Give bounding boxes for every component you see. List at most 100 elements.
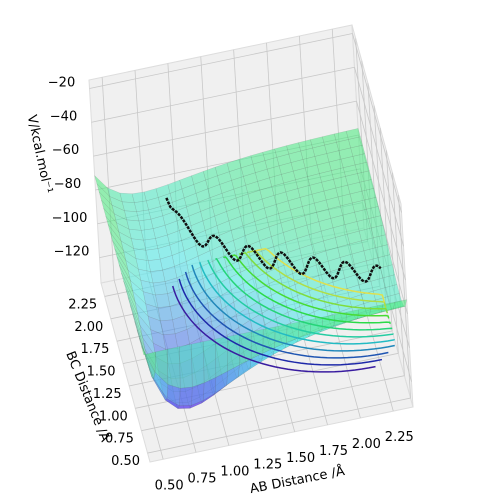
z-tick-label: −100 [52, 211, 88, 226]
surface-patch [361, 237, 377, 252]
surface-patch [155, 184, 171, 198]
surface-patch [354, 209, 370, 222]
surface-patch [167, 346, 181, 389]
surface-patch [138, 337, 156, 380]
trajectory [165, 197, 382, 283]
surface-patch [131, 191, 147, 203]
y-tick-label: 1.00 [99, 409, 128, 424]
surface-patch [314, 153, 330, 166]
grid-line [147, 397, 411, 454]
z-tick-label: −60 [52, 143, 79, 158]
y-tick-label: 2.25 [68, 297, 97, 312]
contour [238, 252, 388, 314]
surface-patch [179, 386, 193, 406]
surface-patch [280, 218, 296, 233]
x-tick-label: 1.75 [319, 444, 348, 459]
surface-patch [307, 173, 322, 186]
surface-patch [219, 289, 234, 310]
y-tick-label: 1.50 [87, 365, 116, 380]
surface-patch [375, 244, 391, 258]
surface-patch [140, 228, 156, 241]
surface [94, 128, 407, 410]
surface-patch [264, 157, 280, 170]
surface-patch [164, 398, 180, 409]
x-tick-label: 0.75 [188, 471, 217, 486]
surface-patch [174, 206, 189, 222]
y-tick-label: 1.75 [80, 342, 109, 357]
surface-patch [296, 333, 311, 343]
grid-line [385, 150, 399, 354]
x-tick-label: 1.25 [253, 458, 282, 473]
surface-patch [154, 348, 169, 385]
surface-patch [110, 232, 126, 261]
surface-patch [328, 205, 343, 219]
z-tick-label: −80 [54, 177, 81, 192]
contour [199, 261, 395, 345]
surface-patch [96, 183, 113, 206]
surface-patch [140, 279, 156, 296]
surface-patch [159, 255, 175, 271]
surface-patch [281, 170, 296, 184]
surface-patch [146, 197, 161, 211]
z-tick-label: −120 [54, 245, 90, 260]
surface-patch [347, 230, 362, 245]
surface-patch [105, 216, 122, 242]
surface-patch [101, 199, 117, 223]
surface-patch [250, 312, 265, 333]
surface-patch [121, 201, 137, 212]
y-tick-label: 2.00 [74, 320, 103, 335]
surface-patch [127, 297, 146, 350]
surface-patch [256, 226, 272, 242]
surface-patch [203, 338, 217, 384]
surface-patch [172, 197, 187, 212]
surface-patch [330, 214, 346, 229]
surface-patch [271, 182, 287, 196]
x-tick-label: 1.00 [220, 465, 249, 480]
surface-patch [195, 302, 211, 324]
y-tick-label: 1.25 [93, 387, 122, 402]
surface-patch [189, 399, 204, 409]
surface-patch [191, 341, 205, 388]
surface-patch [103, 208, 120, 232]
surface-patch [309, 230, 324, 245]
z-axis-label: V/kcal.mol⁻¹ [24, 114, 55, 195]
grid-line [354, 67, 404, 247]
surface-patch [335, 233, 350, 248]
surface-patch [311, 240, 327, 255]
contour [246, 249, 387, 308]
surface-patch [134, 200, 149, 212]
surface-patch [228, 271, 244, 291]
surface-patch [172, 315, 188, 335]
grid-line [398, 195, 411, 399]
grid-line [141, 375, 405, 432]
y-tick-label: 0.75 [105, 432, 134, 447]
surface-patch [125, 289, 143, 338]
surface-patch [259, 236, 274, 252]
surface-patch [231, 176, 246, 190]
surface-patch [143, 238, 159, 251]
surface-patch [370, 277, 386, 292]
contour [178, 278, 383, 366]
x-tick-label: 2.00 [352, 437, 381, 452]
surface-patch [221, 188, 237, 203]
surface-patch [118, 231, 134, 249]
labels: 0.50 0.75 1.00 1.25 1.50 1.75 2.00 2.250.500.75… [48, 75, 414, 493]
surface-patch [252, 207, 267, 222]
grid-line [91, 66, 355, 123]
surface-patch [153, 371, 169, 400]
contour [184, 271, 389, 359]
surface-patch [293, 167, 308, 181]
grid-line [392, 172, 405, 376]
contour [207, 259, 394, 338]
surface-patch [112, 240, 129, 271]
z-tick-label: −40 [50, 109, 77, 124]
contour [254, 247, 386, 303]
surface-patch [188, 211, 204, 227]
surface-patch [228, 216, 244, 231]
x-tick-label: 1.50 [286, 451, 315, 466]
surface-patch [179, 343, 193, 389]
grid-line [101, 77, 115, 281]
grid-line [352, 33, 402, 213]
surface-patch [259, 186, 275, 200]
